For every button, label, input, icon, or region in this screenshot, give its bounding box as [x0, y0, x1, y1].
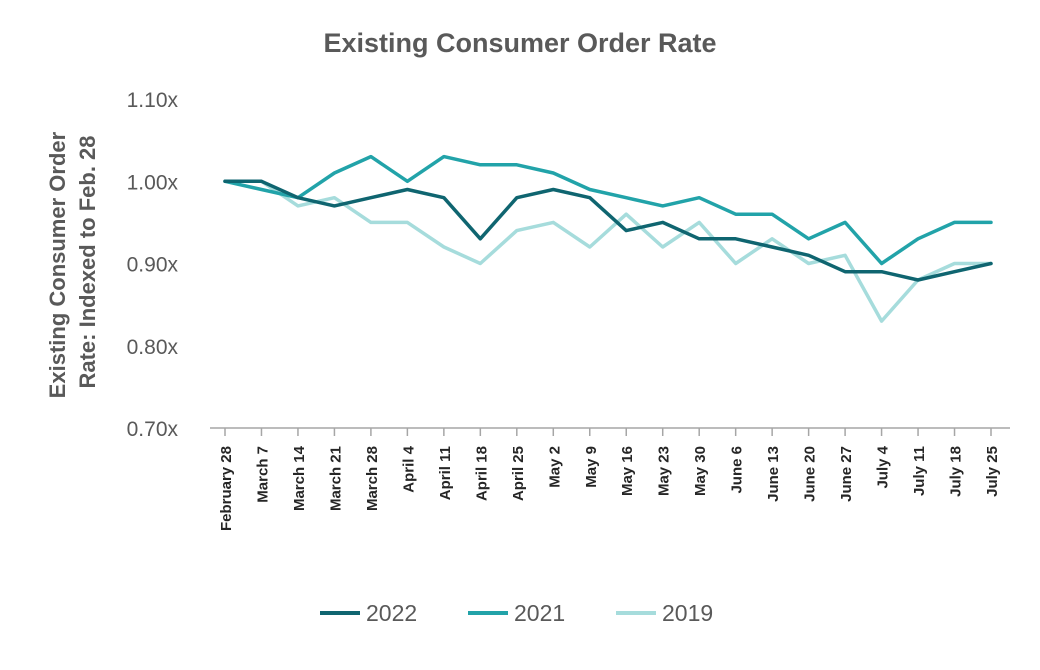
y-axis-label-line-1: Existing Consumer Order	[45, 131, 70, 398]
series-lines	[223, 154, 993, 323]
x-tick-label: April 25	[510, 446, 527, 501]
x-tick-label: March 28	[364, 446, 381, 511]
y-tick-label: 0.80x	[127, 336, 179, 359]
x-tick-label: July 25	[984, 446, 1001, 497]
y-axis-label: Existing Consumer Order Rate: Indexed to…	[45, 126, 100, 399]
y-axis-label-line-2: Rate: Indexed to Feb. 28	[75, 135, 100, 388]
x-tick-label: May 16	[619, 446, 636, 496]
x-tick-label: June 20	[802, 446, 819, 502]
x-tick-label: May 30	[692, 446, 709, 496]
x-tick-label: July 11	[911, 446, 928, 496]
series-line-2022	[223, 179, 993, 282]
series-line-2021	[223, 154, 993, 266]
x-tick-label: February 28	[218, 446, 235, 531]
chart-title: Existing Consumer Order Rate	[323, 28, 716, 58]
x-tick-label: July 4	[875, 445, 892, 488]
x-tick-label: March 21	[327, 446, 344, 511]
legend-label-2021: 2021	[514, 600, 565, 626]
y-tick-label: 1.10x	[127, 89, 179, 112]
x-tick-label: March 14	[291, 445, 308, 511]
x-tick-label: May 9	[583, 446, 600, 488]
legend-label-2019: 2019	[662, 600, 713, 626]
x-tick-label: April 4	[400, 445, 417, 492]
x-tick-label: June 6	[729, 446, 746, 494]
y-tick-label: 0.70x	[127, 418, 179, 441]
x-tick-label: May 2	[546, 446, 563, 488]
x-tick-label: April 11	[437, 446, 454, 500]
x-tick-label: June 13	[765, 446, 782, 502]
x-tick-label: March 7	[254, 446, 271, 503]
y-axis-ticks: 0.70x 0.80x 0.90x 1.00x 1.10x	[127, 89, 179, 441]
y-tick-label: 0.90x	[127, 254, 179, 277]
y-tick-label: 1.00x	[127, 171, 179, 194]
legend-label-2022: 2022	[366, 600, 417, 626]
x-axis: February 28 March 7 March 14 March 21 March …	[210, 427, 1010, 531]
legend: 2022 2021 2019	[320, 600, 713, 626]
x-tick-label: July 18	[948, 446, 965, 497]
series-line-2019	[223, 179, 993, 323]
x-tick-label: April 18	[473, 446, 490, 501]
x-tick-label: May 23	[656, 446, 673, 496]
x-tick-label: June 27	[838, 446, 855, 502]
